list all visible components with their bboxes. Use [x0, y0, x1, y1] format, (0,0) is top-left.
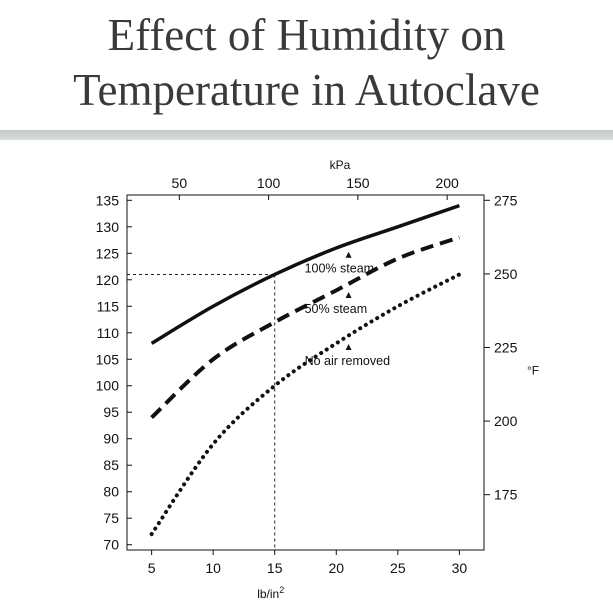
right-axis-label: °F [527, 363, 539, 377]
x-tick-label-25: 25 [390, 560, 406, 576]
right-tick-label-225: 225 [494, 339, 518, 355]
plot-frame [126, 194, 485, 551]
slide-title: Effect of Humidity on Temperature in Aut… [0, 0, 613, 128]
right-tick-label-250: 250 [494, 266, 518, 282]
x-tick-label-5: 5 [148, 560, 156, 576]
annotation-arrow-head-1 [345, 292, 352, 299]
series-line-1 [150, 235, 461, 419]
y-tick-label-75: 75 [103, 510, 119, 526]
top-tick-label-150: 150 [346, 175, 370, 191]
humidity-temperature-chart: 100% steam 50% steam No air removed 5 10 15 2… [96, 158, 540, 601]
x-tick-label-10: 10 [205, 560, 221, 576]
y-tick-label-120: 120 [96, 272, 120, 288]
title-line-2: Temperature in Autoclave [73, 65, 540, 115]
annotation-label-1: 50% steam [305, 302, 368, 316]
y-tick-label-80: 80 [103, 484, 119, 500]
right-tick-label-275: 275 [494, 192, 518, 208]
y-tick-label-115: 115 [97, 298, 120, 314]
series-line-2 [149, 272, 462, 537]
annotation-arrow-head-2 [345, 343, 352, 350]
top-axis-label: kPa [330, 158, 351, 172]
x-axis-label-superscript: 2 [279, 585, 284, 595]
y-tick-label-130: 130 [96, 219, 120, 235]
y-tick-label-105: 105 [96, 351, 120, 367]
title-line-1: Effect of Humidity on [107, 10, 506, 60]
x-tick-label-15: 15 [267, 560, 283, 576]
x-tick-label-30: 30 [452, 560, 468, 576]
x-axis-label: lb/in2 [257, 585, 284, 601]
y-tick-label-70: 70 [103, 537, 119, 553]
series-line-0 [150, 203, 460, 345]
y-tick-label-90: 90 [103, 431, 119, 447]
annotation-label-2: No air removed [305, 354, 390, 368]
top-tick-label-50: 50 [172, 175, 188, 191]
title-divider [0, 130, 613, 140]
right-tick-label-200: 200 [494, 413, 518, 429]
right-tick-label-175: 175 [494, 487, 518, 503]
top-tick-label-200: 200 [435, 175, 459, 191]
y-tick-label-135: 135 [96, 192, 120, 208]
y-tick-label-125: 125 [96, 245, 120, 261]
annotation-arrow-head-0 [345, 251, 352, 258]
y-tick-label-85: 85 [103, 457, 119, 473]
y-tick-label-110: 110 [97, 325, 120, 341]
top-tick-label-100: 100 [257, 175, 281, 191]
y-tick-label-95: 95 [103, 404, 119, 420]
x-tick-label-20: 20 [328, 560, 344, 576]
y-tick-label-100: 100 [96, 378, 120, 394]
annotation-label-0: 100% steam [305, 262, 374, 276]
